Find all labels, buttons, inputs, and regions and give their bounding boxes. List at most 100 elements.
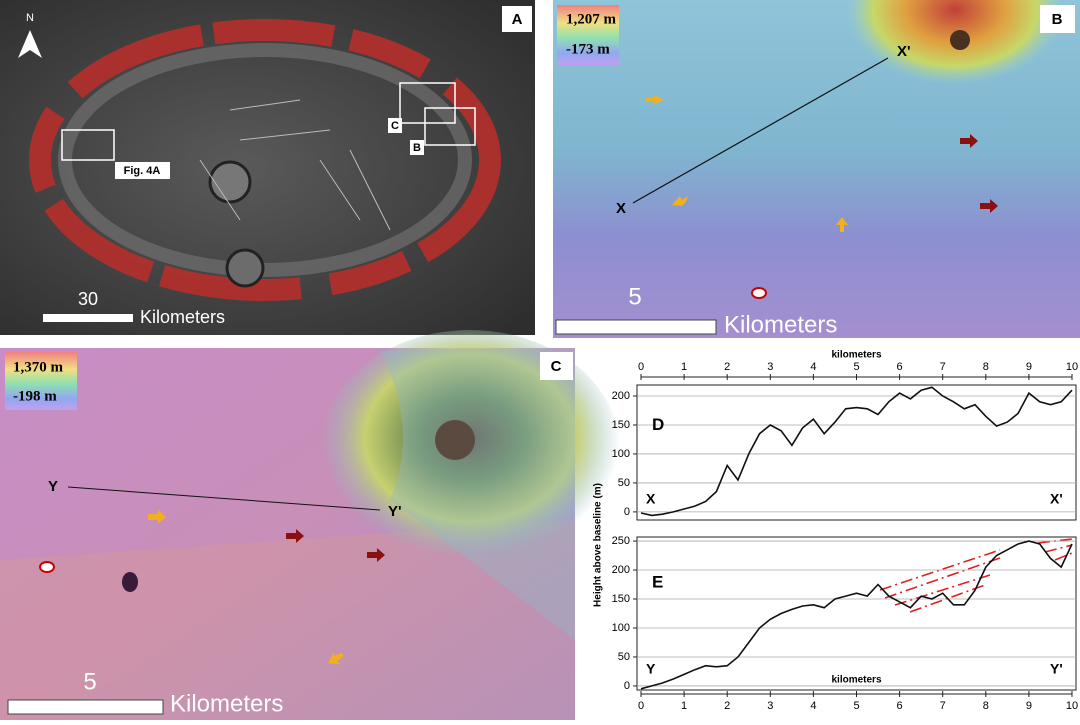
inset-label: B — [413, 142, 421, 154]
legend-min: -198 m — [13, 388, 57, 404]
profile-end: Y' — [1050, 661, 1063, 677]
profile-end: Y' — [388, 503, 402, 520]
label-bg — [388, 118, 402, 133]
scale-number: 5 — [83, 668, 96, 695]
profile-start: Y — [48, 478, 58, 495]
arrow — [367, 548, 385, 562]
x-tick-label: 2 — [724, 700, 730, 712]
x-tick-label: 9 — [1026, 700, 1032, 712]
scale-unit: Kilometers — [724, 311, 837, 338]
x-tick-label: 5 — [853, 700, 859, 712]
scale-bar — [43, 314, 133, 322]
scale-bar — [7, 699, 164, 715]
label-bg — [540, 352, 573, 380]
inset-box — [61, 129, 115, 161]
crater — [950, 30, 970, 50]
topo-high — [845, 0, 1065, 100]
arrow — [646, 95, 664, 104]
y-tick-label: 50 — [618, 651, 630, 663]
panel-label: A — [512, 11, 523, 28]
profile-line — [640, 540, 1073, 690]
topo-low — [0, 520, 575, 720]
scale-number: 30 — [78, 289, 98, 309]
scale-unit: Kilometers — [170, 690, 283, 717]
x-tick-label: 3 — [767, 700, 773, 712]
panel-a: Fig. 4A C B A N 30 Kilometers — [0, 0, 535, 335]
x-axis-label: kilometers — [831, 675, 881, 686]
y-tick-label: 200 — [612, 564, 630, 576]
inset-label: Fig. 4A — [124, 165, 161, 177]
crater — [122, 572, 138, 592]
legend-min: -173 m — [566, 41, 610, 57]
profile-line — [632, 57, 889, 204]
site-marker — [751, 287, 767, 299]
profile-end: X' — [897, 43, 911, 60]
x-tick-label: 10 — [1066, 700, 1078, 712]
y-tick-label: 0 — [624, 506, 630, 518]
x-tick-label: 4 — [810, 700, 816, 712]
x-tick-label: 7 — [940, 361, 946, 373]
topo-slope — [380, 348, 575, 640]
label-bg — [1040, 5, 1075, 33]
x-tick-label: 3 — [767, 361, 773, 373]
x-tick-label: 2 — [724, 361, 730, 373]
scale-bar — [555, 319, 717, 335]
crater — [208, 160, 252, 204]
y-tick-label: 0 — [624, 680, 630, 692]
panel-b: 1,207 m -173 m B X' X 5 Kilometers — [553, 0, 1080, 338]
color-legend — [5, 352, 77, 410]
label-bg — [115, 162, 170, 179]
inset-box — [424, 107, 476, 146]
x-tick-label: 9 — [1026, 361, 1032, 373]
x-tick-label: 1 — [681, 700, 687, 712]
arrow — [672, 196, 688, 206]
fault-lines — [199, 99, 391, 231]
y-tick-label: 50 — [618, 477, 630, 489]
color-legend — [557, 5, 619, 65]
inset-label: C — [391, 120, 399, 132]
arrow — [286, 529, 304, 543]
profile-start: X — [616, 200, 626, 217]
y-tick-label: 150 — [612, 419, 630, 431]
plot-frame — [636, 536, 1077, 691]
profile-line — [67, 486, 381, 511]
profile-start: X — [646, 491, 656, 507]
x-tick-label: 6 — [897, 361, 903, 373]
crater — [435, 420, 475, 460]
y-axis-label: Height above baseline (m) — [593, 483, 604, 607]
legend-max: 1,370 m — [13, 359, 64, 375]
legend-max: 1,207 m — [566, 11, 617, 27]
y-tick-label: 250 — [612, 535, 630, 547]
north-label: N — [26, 12, 34, 24]
x-tick-label: 6 — [897, 700, 903, 712]
arrow — [328, 651, 344, 665]
y-tick-label: 100 — [612, 448, 630, 460]
panel-label: B — [1052, 11, 1063, 28]
panel-c: 1,370 m -198 m C Y Y' 5 Kilometers — [0, 330, 620, 720]
x-tick-label: 7 — [940, 700, 946, 712]
scale-number: 5 — [628, 283, 641, 310]
label-bg — [410, 140, 424, 155]
x-tick-label: 8 — [983, 361, 989, 373]
profile-start: Y — [646, 661, 656, 677]
x-tick-label: 4 — [810, 361, 816, 373]
y-tick-label: 100 — [612, 622, 630, 634]
scale-unit: Kilometers — [140, 307, 225, 327]
profile-end: X' — [1050, 491, 1063, 507]
x-tick-label: 0 — [638, 361, 644, 373]
arrow — [960, 134, 978, 148]
ring — [29, 19, 501, 301]
profile-line — [640, 386, 1073, 517]
panel-label: C — [551, 358, 562, 375]
arrow — [148, 510, 166, 524]
crater — [225, 248, 265, 288]
x-tick-label: 8 — [983, 700, 989, 712]
x-tick-label: 10 — [1066, 361, 1078, 373]
inset-box — [399, 82, 456, 124]
y-tick-label: 150 — [612, 593, 630, 605]
x-tick-label: 1 — [681, 361, 687, 373]
y-tick-label: 200 — [612, 390, 630, 402]
